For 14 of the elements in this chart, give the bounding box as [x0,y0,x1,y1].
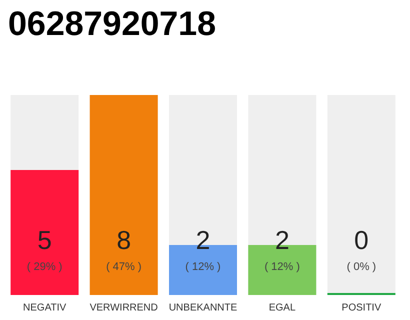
annotation: ( 12% ) [185,261,221,273]
x-tick-label: POSITIV [342,302,382,314]
chart-title: 06287920718 [8,5,216,43]
data-label: 5 [37,225,52,255]
annotation: ( 29% ) [26,261,62,273]
data-label: 8 [116,225,132,255]
x-tick-label: EGAL [268,302,296,314]
annotation: ( 12% ) [264,261,300,273]
data-label: 0 [354,225,369,255]
annotation: ( 47% ) [106,261,142,273]
x-tick-label: UNBEKANNTE [168,302,238,314]
x-tick-label: VERWIRREND [90,302,158,314]
x-tick-label: NEGATIV [23,302,67,314]
annotation: ( 0% ) [346,261,376,273]
